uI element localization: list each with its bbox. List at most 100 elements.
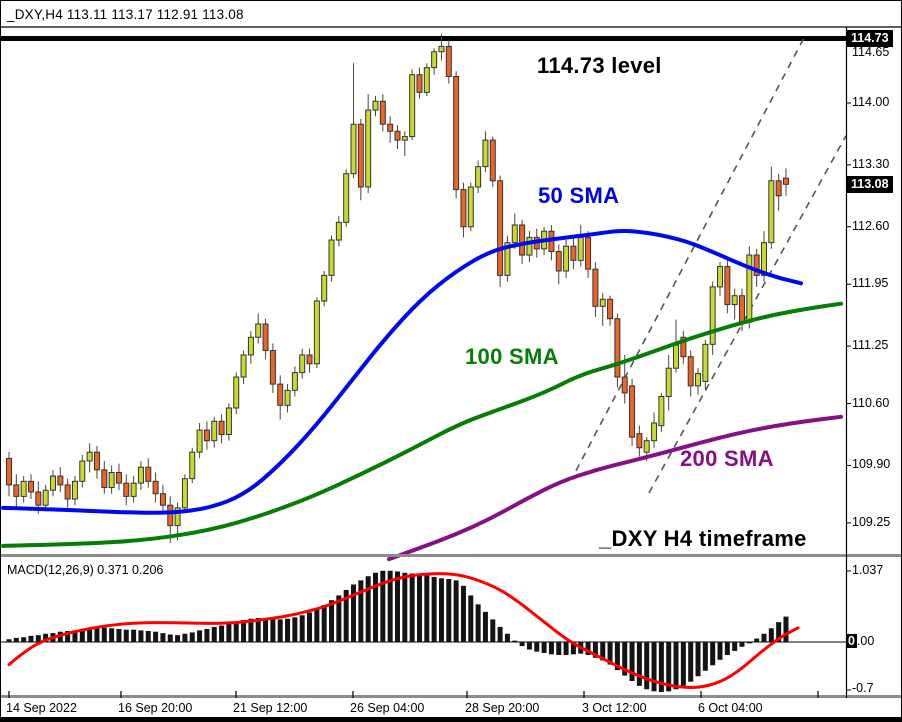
macd-bar <box>673 642 679 690</box>
bull-candle <box>423 67 430 93</box>
bear-candle <box>27 480 34 493</box>
bear-candle <box>277 383 284 406</box>
macd-bar <box>292 617 298 642</box>
macd-bar <box>387 570 393 642</box>
dashed-trendline[interactable] <box>575 33 807 472</box>
bear-candle <box>57 475 64 486</box>
bull-candle <box>299 354 306 374</box>
panel-separator-bottom[interactable] <box>1 695 902 698</box>
price-axis-label: 109.90 <box>852 457 891 472</box>
macd-bar <box>695 642 701 677</box>
macd-bar <box>380 570 386 642</box>
bear-candle <box>416 74 423 93</box>
dashed-trendline[interactable] <box>648 135 847 494</box>
bear-candle <box>497 180 504 276</box>
macd-bar <box>431 576 437 642</box>
macd-bar <box>263 618 269 642</box>
bear-candle <box>680 336 687 358</box>
sma100-line[interactable] <box>1 301 843 548</box>
macd-bar <box>153 631 159 642</box>
bear-candle <box>218 420 225 435</box>
bear-candle <box>167 504 174 527</box>
time-axis-label: 14 Sep 2022 <box>6 701 77 715</box>
sma200-line[interactable] <box>387 414 843 562</box>
time-axis-label: 21 Sep 12:00 <box>233 701 308 715</box>
bull-candle <box>409 74 416 138</box>
macd-bar <box>783 616 789 642</box>
bear-candle <box>269 350 276 385</box>
bear-candle <box>13 484 20 497</box>
bear-candle <box>145 466 152 482</box>
macd-bar <box>717 642 723 660</box>
bear-candle <box>101 469 108 489</box>
bull-candle <box>137 466 144 484</box>
bull-candle <box>225 407 232 436</box>
macd-indicator-label: MACD(12,26,9) 0.371 0.206 <box>7 563 164 577</box>
level-annotation: 114.73 level <box>537 53 662 78</box>
macd-bar <box>138 630 144 642</box>
macd-bar <box>314 609 320 642</box>
panel-separator-top[interactable] <box>1 554 902 557</box>
macd-bar <box>211 626 217 642</box>
macd-bar <box>79 629 85 642</box>
sma50-line[interactable] <box>1 229 803 515</box>
bear-candle <box>306 354 313 365</box>
macd-bar <box>373 572 378 642</box>
macd-bar <box>65 631 71 642</box>
macd-bar <box>43 633 49 642</box>
macd-bar <box>651 642 657 692</box>
macd-bar <box>497 626 503 642</box>
bear-candle <box>555 251 562 272</box>
trendlines <box>575 33 847 494</box>
macd-bar <box>321 605 327 642</box>
bear-candle <box>592 268 599 307</box>
macd-bar <box>13 637 19 642</box>
bull-candle <box>108 472 115 489</box>
macd-bar <box>658 642 664 693</box>
bull-candle <box>709 286 716 345</box>
bear-candle <box>489 139 496 182</box>
macd-bar <box>710 642 716 666</box>
symbol-ohlc-readout: _DXY,H4 113.11 113.17 112.91 113.08 <box>7 7 244 22</box>
time-axis-ticks <box>8 691 819 698</box>
macd-bar <box>416 574 422 642</box>
macd-bar <box>622 642 628 676</box>
macd-bar <box>688 642 694 682</box>
bull-candle <box>71 480 78 500</box>
bear-candle <box>152 480 159 495</box>
bull-candle <box>211 420 218 442</box>
bear-candle <box>687 356 694 387</box>
macd-bar <box>72 630 78 642</box>
macd-bar <box>343 589 349 642</box>
macd-bar <box>145 631 151 642</box>
macd-bar <box>351 584 357 642</box>
macd-bar <box>519 642 525 647</box>
macd-bar <box>299 615 305 642</box>
bear-candle <box>394 130 401 141</box>
bull-candle <box>233 376 240 409</box>
macd-bar <box>160 633 166 642</box>
bear-candle <box>607 298 614 320</box>
macd-bar <box>768 628 774 642</box>
macd-bar <box>131 629 137 642</box>
macd-bar <box>754 638 760 642</box>
macd-bar <box>226 623 232 642</box>
bear-candle <box>570 245 577 261</box>
bull-candle <box>673 344 680 369</box>
macd-bar <box>475 604 481 642</box>
macd-bar <box>541 642 547 653</box>
time-axis-label: 6 Oct 04:00 <box>698 701 763 715</box>
last-price-tag: 113.08 <box>847 176 893 193</box>
bull-candle <box>313 300 320 365</box>
macd-bar <box>761 633 767 642</box>
bull-candle <box>284 389 291 406</box>
bull-candle <box>335 221 342 241</box>
bull-candle <box>665 367 672 397</box>
bull-candle <box>372 100 379 111</box>
bear-candle <box>724 266 731 306</box>
macd-bar <box>482 611 488 642</box>
price-axis-label: 113.30 <box>852 156 890 171</box>
macd-bar <box>614 642 620 671</box>
macd-signal-line <box>7 572 800 689</box>
